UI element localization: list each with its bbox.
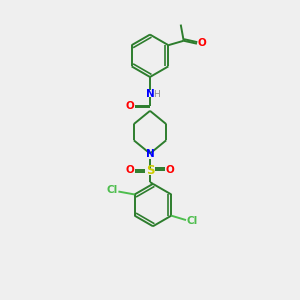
Text: S: S <box>146 164 154 176</box>
Text: Cl: Cl <box>106 185 118 195</box>
Text: H: H <box>153 90 160 99</box>
Text: O: O <box>198 38 206 48</box>
Text: O: O <box>166 165 175 175</box>
Text: N: N <box>146 89 154 99</box>
Text: Cl: Cl <box>187 216 198 226</box>
Text: N: N <box>146 149 154 159</box>
Text: O: O <box>125 165 134 175</box>
Text: O: O <box>125 100 134 110</box>
